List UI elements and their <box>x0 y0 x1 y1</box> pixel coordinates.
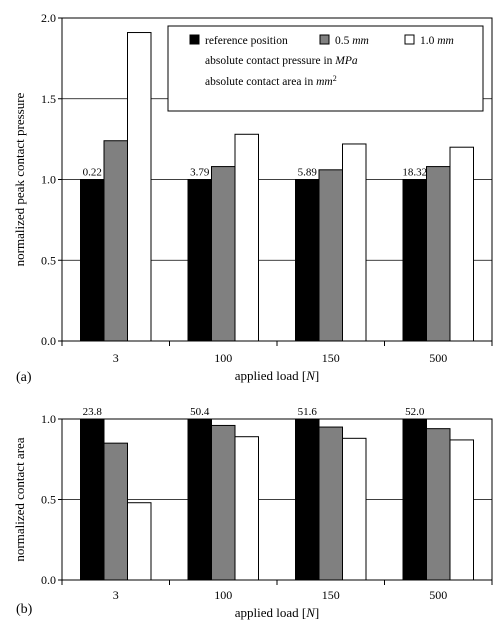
panel-a-bar-series-2 <box>211 166 236 342</box>
panel-b-data-label: 52.0 <box>405 406 425 418</box>
legend-note-1: absolute contact pressure in MPa <box>205 55 358 67</box>
panel-b-bar-series-3 <box>234 436 259 581</box>
legend-entry-1: reference position <box>205 35 288 47</box>
panel-b-x-tick-label: 100 <box>214 588 232 602</box>
legend-swatch-3 <box>404 34 415 45</box>
panel-b-bar-series-2 <box>318 426 343 581</box>
legend-entry-2: 0.5 mm <box>335 35 369 47</box>
panel-a-data-label: 0.22 <box>83 167 102 179</box>
panel-a-x-tick-label: 150 <box>322 351 340 365</box>
legend-note-text: absolute contact pressure in <box>205 55 335 67</box>
legend-entry-text: 1.0 <box>420 35 437 47</box>
panel-b-y-tick-label: 0.5 <box>41 493 56 507</box>
panel-b-bar-series-1 <box>402 418 427 581</box>
panel-a-y-axis-label: normalized peak contact pressure <box>12 92 27 266</box>
panel-b-bar-series-1 <box>80 418 105 581</box>
legend-swatch-1 <box>189 34 200 45</box>
panel-b-bar-series-3 <box>449 439 474 581</box>
legend-entry-unit: mm <box>437 35 454 47</box>
panel-a-bar-series-2 <box>426 166 451 342</box>
panel-b-data-label: 50.4 <box>190 406 210 418</box>
panel-a-bar-series-3 <box>234 133 259 342</box>
panel-a-panel-tag: (a) <box>16 370 32 385</box>
panel-a-data-label: 3.79 <box>190 167 210 179</box>
panel-a-bar-series-2 <box>318 169 343 342</box>
panel-a-x-axis-label-close: ] <box>315 368 319 383</box>
panel-a-x-tick-label: 500 <box>429 351 447 365</box>
panel-a-chart: 0.0 0.5 1.0 1.5 2.0 0.22 3 3.79 100 5.89 150 18.32 5… <box>12 11 493 385</box>
panel-a-y-tick-label: 1.0 <box>41 173 56 187</box>
panel-b-x-axis-label-unit: N <box>305 605 316 620</box>
panel-b-x-axis-label: applied load [N] <box>235 605 320 620</box>
legend-note-unit: MPa <box>334 55 358 67</box>
panel-b-chart: 0.0 0.5 1.0 23.8 3 50.4 100 51.6 150 52.0 500 appli… <box>12 406 493 620</box>
legend-entry-unit: mm <box>352 35 369 47</box>
panel-a-data-label: 5.89 <box>298 167 318 179</box>
panel-b-panel-tag: (b) <box>16 602 33 617</box>
legend-note-unit: mm <box>316 76 333 88</box>
panel-b-y-axis-label: normalized contact area <box>12 437 27 561</box>
panel-b-data-label: 23.8 <box>83 406 103 418</box>
panel-b-x-axis-label-text: applied load [ <box>235 605 306 620</box>
panel-a-x-axis-label-text: applied load [ <box>235 368 306 383</box>
panel-b-bar-series-3 <box>127 502 152 581</box>
legend-note-superscript: 2 <box>333 74 337 83</box>
panel-b-bar-series-3 <box>342 437 367 581</box>
panel-a-y-tick-label: 0.0 <box>41 334 56 348</box>
legend-note-2: absolute contact area in mm2 <box>205 74 337 89</box>
panel-a-bar-series-1 <box>187 179 212 342</box>
panel-b-x-tick-label: 500 <box>429 588 447 602</box>
panel-b-bar-series-2 <box>211 424 236 581</box>
panel-a-bar-series-3 <box>342 143 367 342</box>
legend-note-text: absolute contact area in <box>205 76 316 88</box>
panel-b-x-tick-label: 3 <box>113 588 119 602</box>
panel-a-x-axis-label: applied load [N] <box>235 368 320 383</box>
panel-a-bar-series-2 <box>103 140 128 342</box>
panel-a-bar-series-3 <box>449 146 474 342</box>
panel-b-y-tick-label: 0.0 <box>41 573 56 587</box>
panel-a-x-tick-label: 3 <box>113 351 119 365</box>
panel-a-y-tick-label: 2.0 <box>41 11 56 25</box>
panel-b-x-axis-label-close: ] <box>315 605 319 620</box>
panel-b-bar-series-1 <box>295 418 320 581</box>
panel-a-x-tick-label: 100 <box>214 351 232 365</box>
panel-a-y-tick-label: 1.5 <box>41 92 56 106</box>
panel-b-bar-series-1 <box>187 418 212 581</box>
panel-a-y-tick-label: 0.5 <box>41 253 56 267</box>
panel-b-bar-series-2 <box>426 428 451 581</box>
panel-a-bar-series-3 <box>127 32 152 342</box>
panel-a-data-label: 18.32 <box>402 167 427 179</box>
panel-a-bar-series-1 <box>402 179 427 342</box>
panel-b-y-tick-label: 1.0 <box>41 412 56 426</box>
legend-entry-text: 0.5 <box>335 35 352 47</box>
panel-a-bar-series-1 <box>80 179 105 342</box>
panel-b-bar-series-2 <box>103 442 128 581</box>
panel-a-x-axis-label-unit: N <box>305 368 316 383</box>
legend-entry-text: reference position <box>205 35 288 47</box>
panel-b-x-tick-label: 150 <box>322 588 340 602</box>
legend-swatch-2 <box>319 34 330 45</box>
legend-entry-3: 1.0 mm <box>420 35 454 47</box>
panel-a-bar-series-1 <box>295 179 320 342</box>
panel-b-data-label: 51.6 <box>298 406 318 418</box>
